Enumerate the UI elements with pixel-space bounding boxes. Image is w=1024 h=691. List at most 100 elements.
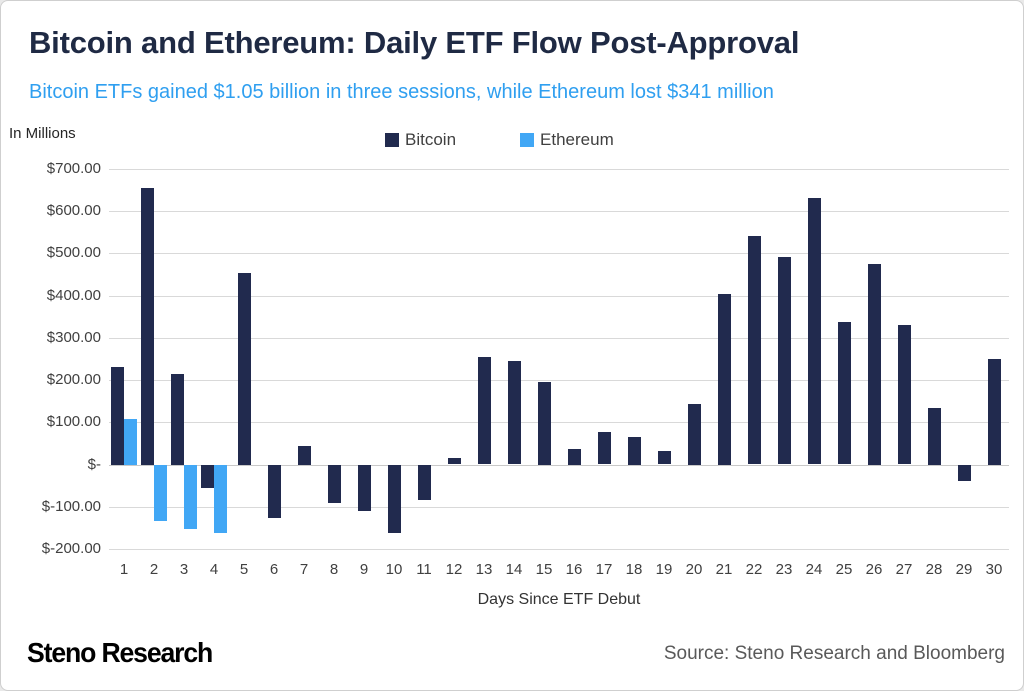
- x-axis-labels: 1 2 3 4 5 6 7 8 9 10 11 12 13 14 15 16 17 18 19 20 21 22 23 24 2…: [109, 561, 1009, 581]
- x-axis-tick-label: 16: [565, 561, 583, 578]
- y-axis-units-label: In Millions: [9, 125, 76, 142]
- bar-bitcoin-day-29: [957, 464, 971, 482]
- bar-bitcoin-day-20: [687, 403, 701, 465]
- bar-bitcoin-day-15: [537, 381, 551, 465]
- ethereum-swatch-icon: [520, 133, 535, 147]
- x-axis-tick-label: 3: [179, 561, 189, 578]
- bar-bitcoin-day-6: [267, 464, 281, 519]
- bar-bitcoin-day-17: [597, 431, 611, 465]
- y-axis-tick-label: $300.00: [46, 328, 101, 346]
- chart-subtitle: Bitcoin ETFs gained $1.05 billion in thr…: [29, 81, 774, 103]
- plot-area: [109, 169, 1009, 550]
- gridline: [109, 295, 1009, 297]
- x-axis-tick-label: 6: [269, 561, 279, 578]
- x-axis-tick-label: 25: [835, 561, 853, 578]
- y-axis-tick-label: $700.00: [46, 160, 101, 177]
- y-axis-tick-label: $100.00: [46, 413, 101, 431]
- bar-bitcoin-day-30: [987, 358, 1001, 465]
- gridline: [109, 211, 1009, 213]
- chart-title: Bitcoin and Ethereum: Daily ETF Flow Pos…: [29, 25, 800, 60]
- x-axis-tick-label: 22: [745, 561, 763, 578]
- gridline: [109, 169, 1009, 170]
- bar-bitcoin-day-14: [507, 361, 521, 465]
- bar-bitcoin-day-8: [327, 464, 341, 504]
- bar-bitcoin-day-5: [237, 272, 251, 465]
- x-axis-tick-label: 14: [505, 561, 523, 578]
- y-axis-tick-label: $-100.00: [41, 497, 101, 515]
- x-axis-tick-label: 13: [475, 561, 493, 578]
- legend-item-ethereum: Ethereum: [520, 130, 614, 150]
- x-axis-tick-label: 30: [985, 561, 1003, 578]
- x-axis-tick-label: 10: [385, 561, 403, 578]
- x-axis-tick-label: 29: [955, 561, 973, 578]
- legend-label-ethereum: Ethereum: [540, 130, 614, 149]
- x-axis-tick-label: 18: [625, 561, 643, 578]
- bar-ethereum-day-1: [124, 419, 137, 465]
- x-axis-tick-label: 21: [715, 561, 733, 578]
- bar-bitcoin-day-9: [357, 464, 371, 511]
- bar-bitcoin-day-13: [477, 357, 491, 465]
- bar-ethereum-day-2: [154, 464, 167, 521]
- y-axis-tick-label: $200.00: [46, 371, 101, 389]
- x-axis-tick-label: 1: [119, 561, 129, 578]
- legend-item-bitcoin: Bitcoin: [385, 130, 456, 150]
- bar-bitcoin-day-19: [657, 450, 671, 465]
- bar-bitcoin-day-1: [111, 366, 124, 465]
- x-axis-tick-label: 12: [445, 561, 463, 578]
- source-attribution: Source: Steno Research and Bloomberg: [663, 643, 1005, 664]
- x-axis-tick-label: 2: [149, 561, 159, 578]
- x-axis-tick-label: 20: [685, 561, 703, 578]
- bar-bitcoin-day-12: [447, 458, 461, 465]
- gridline: [109, 253, 1009, 255]
- zero-axis-line: [109, 464, 1009, 466]
- x-axis-tick-label: 9: [359, 561, 369, 578]
- x-axis-tick-label: 27: [895, 561, 913, 578]
- bar-bitcoin-day-11: [417, 464, 431, 501]
- bar-ethereum-day-3: [184, 464, 197, 529]
- bar-bitcoin-day-28: [927, 407, 941, 465]
- bar-bitcoin-day-21: [717, 293, 731, 465]
- bar-bitcoin-day-10: [387, 464, 401, 533]
- bar-bitcoin-day-26: [867, 263, 881, 465]
- x-axis-tick-label: 28: [925, 561, 943, 578]
- x-axis-tick-label: 19: [655, 561, 673, 578]
- gridline: [109, 337, 1009, 339]
- y-axis-tick-label: $500.00: [46, 244, 101, 262]
- gridline: [109, 380, 1009, 382]
- gridline: [109, 422, 1009, 424]
- gridline: [109, 506, 1009, 508]
- x-axis-tick-label: 17: [595, 561, 613, 578]
- y-axis-tick-label: $-: [87, 455, 101, 473]
- x-axis-tick-label: 7: [299, 561, 309, 578]
- y-axis-tick-label: $400.00: [46, 286, 101, 304]
- bar-bitcoin-day-25: [837, 321, 851, 465]
- bar-bitcoin-day-7: [297, 446, 311, 465]
- gridline: [109, 549, 1009, 550]
- bar-bitcoin-day-24: [807, 197, 821, 465]
- chart-legend: Bitcoin Ethereum: [385, 130, 614, 150]
- y-axis-tick-label: $600.00: [46, 202, 101, 220]
- x-axis-tick-label: 5: [239, 561, 249, 578]
- y-axis-labels: $700.00 $600.00 $500.00 $400.00 $300.00 $200.…: [1, 160, 101, 557]
- bar-bitcoin-day-18: [627, 436, 641, 465]
- bar-bitcoin-day-27: [897, 325, 911, 465]
- bar-bitcoin-day-23: [777, 256, 791, 465]
- legend-label-bitcoin: Bitcoin: [405, 130, 457, 149]
- x-axis-tick-label: 11: [416, 561, 432, 578]
- x-axis-tick-label: 15: [535, 561, 553, 578]
- bar-bitcoin-day-22: [747, 236, 761, 465]
- bar-bitcoin-day-16: [567, 449, 581, 465]
- x-axis-tick-label: 4: [209, 561, 219, 578]
- x-axis-tick-label: 23: [775, 561, 793, 578]
- x-axis-tick-label: 26: [865, 561, 883, 578]
- steno-research-logo: Steno Research: [27, 637, 213, 668]
- bar-bitcoin-day-4: [201, 464, 214, 488]
- x-axis-tick-label: 24: [805, 561, 823, 578]
- bar-bitcoin-day-2: [141, 188, 154, 465]
- y-axis-tick-label: $-200.00: [41, 540, 101, 557]
- bitcoin-swatch-icon: [385, 133, 399, 147]
- x-axis-tick-label: 8: [329, 561, 339, 578]
- bar-ethereum-day-4: [214, 464, 227, 534]
- bar-bitcoin-day-3: [171, 373, 184, 465]
